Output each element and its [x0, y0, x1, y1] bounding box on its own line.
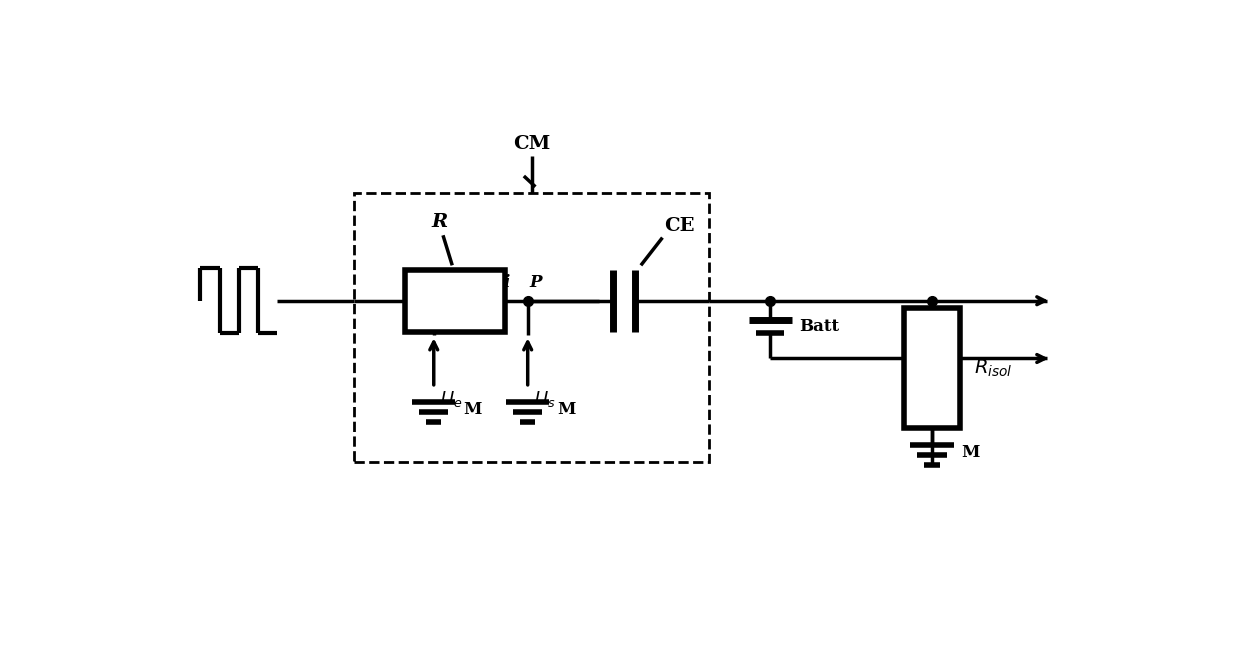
- Bar: [404, 270, 505, 331]
- Text: M: M: [463, 401, 481, 418]
- Text: $U_e$: $U_e$: [440, 389, 463, 409]
- Text: CM: CM: [513, 135, 551, 153]
- Text: i: i: [503, 274, 510, 291]
- Bar: [904, 309, 960, 428]
- Text: $R_{isol}$: $R_{isol}$: [973, 358, 1012, 378]
- Bar: [355, 193, 708, 462]
- Text: R: R: [432, 213, 448, 231]
- Text: Batt: Batt: [800, 318, 839, 335]
- Text: M: M: [557, 401, 575, 418]
- Text: M: M: [961, 444, 980, 461]
- Text: $U_s$: $U_s$: [534, 389, 556, 409]
- Text: CE: CE: [663, 217, 694, 236]
- Text: P: P: [529, 274, 542, 291]
